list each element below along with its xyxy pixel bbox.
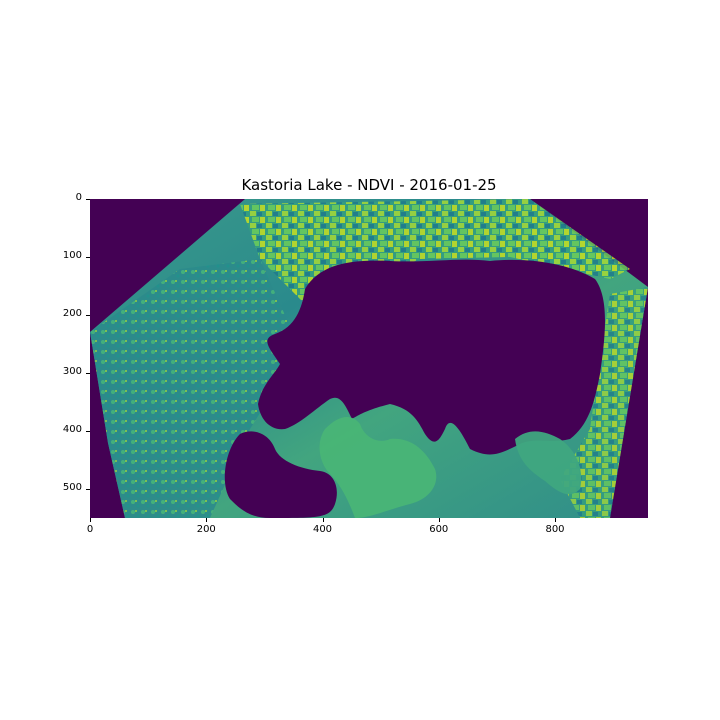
- y-tick-mark: [86, 315, 90, 316]
- x-tick-label: 800: [545, 524, 565, 535]
- y-tick-label: 200: [62, 308, 82, 319]
- x-tick-mark: [438, 518, 440, 522]
- plot-title: Kastoria Lake - NDVI - 2016-01-25: [241, 176, 497, 194]
- x-tick-mark: [322, 518, 324, 522]
- y-tick-mark: [86, 431, 90, 432]
- eastern-peninsula: [515, 431, 582, 495]
- ndvi-image: [90, 199, 648, 518]
- y-tick-mark: [86, 373, 90, 374]
- x-tick-mark: [90, 518, 91, 522]
- lake-southwest-bay: [224, 431, 337, 518]
- x-tick-mark: [206, 518, 208, 522]
- y-tick-label: 300: [62, 366, 82, 377]
- y-tick-label: 0: [75, 192, 82, 203]
- x-tick-label: 200: [196, 524, 216, 535]
- peninsula: [319, 417, 437, 518]
- x-tick-label: 0: [86, 524, 94, 535]
- y-tick-label: 400: [62, 424, 82, 435]
- y-tick-mark: [86, 199, 90, 200]
- western-terrain: [90, 259, 300, 518]
- x-tick-label: 400: [312, 524, 333, 535]
- x-tick-mark: [555, 518, 556, 522]
- lake-water: [258, 259, 605, 455]
- y-tick-label: 500: [62, 482, 82, 493]
- eastern-strip: [560, 287, 648, 518]
- x-tick-label: 600: [429, 524, 449, 535]
- y-tick-mark: [86, 489, 90, 490]
- y-tick-mark: [86, 257, 90, 258]
- y-tick-label: 100: [62, 250, 82, 261]
